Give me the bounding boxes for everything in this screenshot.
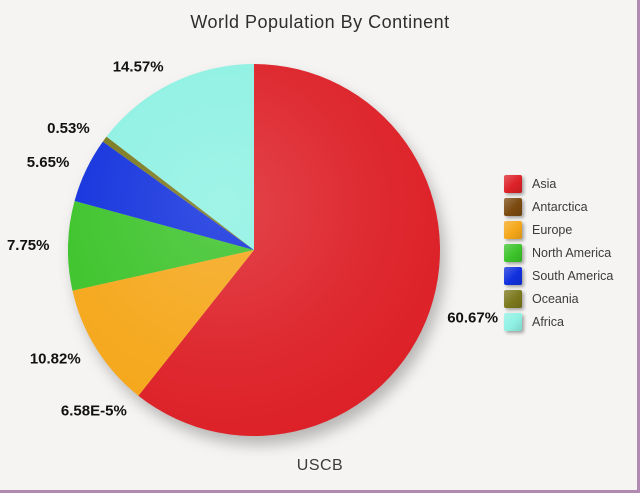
legend-label-africa: Africa bbox=[532, 314, 564, 329]
pie-label-north-america: 7.75% bbox=[7, 237, 50, 254]
legend-swatch-asia bbox=[504, 174, 522, 193]
chart-title: World Population By Continent bbox=[190, 12, 450, 32]
legend-item-antarctica: Antarctica bbox=[504, 195, 613, 218]
legend-item-africa: Africa bbox=[504, 310, 613, 333]
legend-item-north-america: North America bbox=[504, 241, 613, 264]
legend-item-europe: Europe bbox=[504, 218, 613, 241]
pie-label-asia: 60.67% bbox=[447, 309, 498, 326]
legend-item-oceania: Oceania bbox=[504, 287, 613, 310]
pie-label-oceania: 0.53% bbox=[47, 120, 90, 137]
legend-label-oceania: Oceania bbox=[532, 291, 579, 306]
legend: Asia Antarctica Europe North America South A… bbox=[504, 172, 613, 333]
pie-label-europe: 10.82% bbox=[30, 351, 81, 368]
pie-label-south-america: 5.65% bbox=[27, 154, 70, 171]
legend-label-south-america: South America bbox=[532, 268, 614, 283]
legend-swatch-africa bbox=[504, 312, 522, 331]
legend-swatch-south-america bbox=[504, 266, 522, 285]
legend-item-south-america: South America bbox=[504, 264, 613, 287]
source-caption: USCB bbox=[296, 457, 344, 474]
legend-label-antarctica: Antarctica bbox=[532, 199, 588, 214]
pie-slices bbox=[68, 64, 440, 436]
pie-label-antarctica: 6.58E-5% bbox=[61, 402, 127, 419]
pie-label-africa: 14.57% bbox=[113, 59, 164, 76]
legend-swatch-north-america bbox=[504, 243, 522, 262]
legend-item-asia: Asia bbox=[504, 172, 613, 195]
legend-swatch-europe bbox=[504, 220, 522, 239]
legend-label-europe: Europe bbox=[532, 222, 573, 237]
pie-slice-labels: 60.67% 6.58E-5% 10.82% 7.75% 5.65% 0.53% 14.57… bbox=[7, 59, 498, 420]
legend-label-asia: Asia bbox=[532, 176, 557, 191]
legend-swatch-oceania bbox=[504, 289, 522, 308]
legend-label-north-america: North America bbox=[532, 245, 612, 260]
legend-swatch-antarctica bbox=[504, 197, 522, 216]
